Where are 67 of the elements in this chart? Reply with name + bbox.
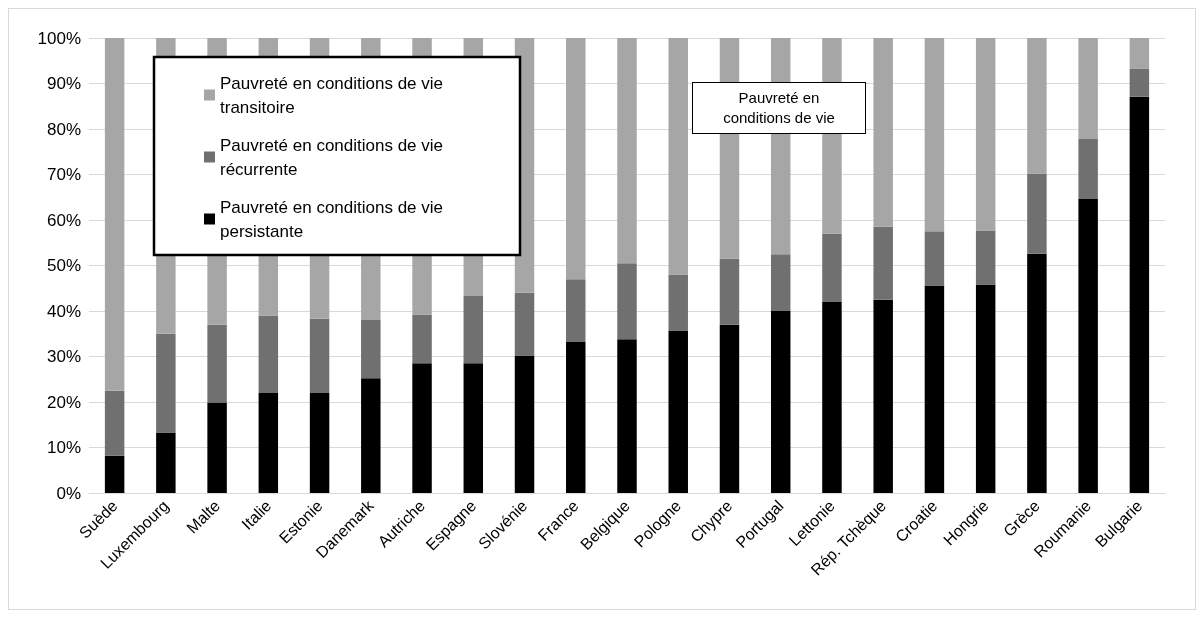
bar [1027,253,1047,493]
bar [975,38,996,231]
bar [1027,38,1047,174]
legend-label: Pauvreté en conditions de vie transitoire [220,73,448,117]
bar [668,38,688,275]
bar [873,226,893,300]
legend-label: Pauvreté en conditions de vie récurrente [220,135,448,179]
note-box: Pauvreté en conditions de vie [692,82,866,134]
bar [668,330,688,493]
bar [873,38,893,227]
bar [1129,68,1150,97]
bar [617,38,637,264]
legend-label: Pauvreté en conditions de vie persistante [220,197,448,241]
bar [822,233,842,302]
bar [463,295,484,364]
bar [412,363,432,493]
y-tick-label: 90% [46,74,81,93]
bar [207,324,227,403]
bar [104,390,125,456]
y-tick-label: 10% [46,438,81,457]
bar [566,279,586,342]
bar [1027,173,1047,254]
y-tick-label: 40% [46,301,81,321]
bar [514,292,535,356]
bar [361,320,381,379]
y-tick-label: 0% [56,483,81,503]
y-tick-label: 100% [37,28,81,48]
bar [463,363,484,493]
bar [156,432,176,493]
bar [822,301,842,493]
bar [617,339,637,493]
bar [566,341,586,493]
bar [770,311,791,493]
bar [770,254,791,311]
bar [361,378,381,493]
bar [309,392,330,493]
bar [617,263,637,340]
bar [104,455,125,493]
bar [719,258,740,325]
y-tick-label: 30% [46,347,81,366]
y-tick-label: 50% [46,256,81,275]
bar [1129,96,1150,493]
bar [309,318,330,393]
bar [566,38,586,280]
bar [668,274,688,331]
bar [975,230,996,285]
y-tick-label: 60% [46,210,81,230]
y-tick-label: 20% [46,392,81,412]
bar [873,299,893,493]
bar [207,402,227,493]
bar [924,38,945,232]
bar [514,355,535,493]
bar [258,315,279,393]
bar [104,38,125,391]
y-tick-label: 70% [46,165,81,184]
bar [258,392,279,493]
bar [719,324,740,493]
bar [1078,199,1098,493]
bar [156,333,176,433]
bar [1078,38,1098,140]
y-tick-label: 80% [46,119,81,139]
bar [1078,139,1098,200]
bar [924,231,945,286]
bar [924,285,945,493]
bar [1129,38,1150,69]
bar [975,284,996,493]
bar [412,314,432,364]
